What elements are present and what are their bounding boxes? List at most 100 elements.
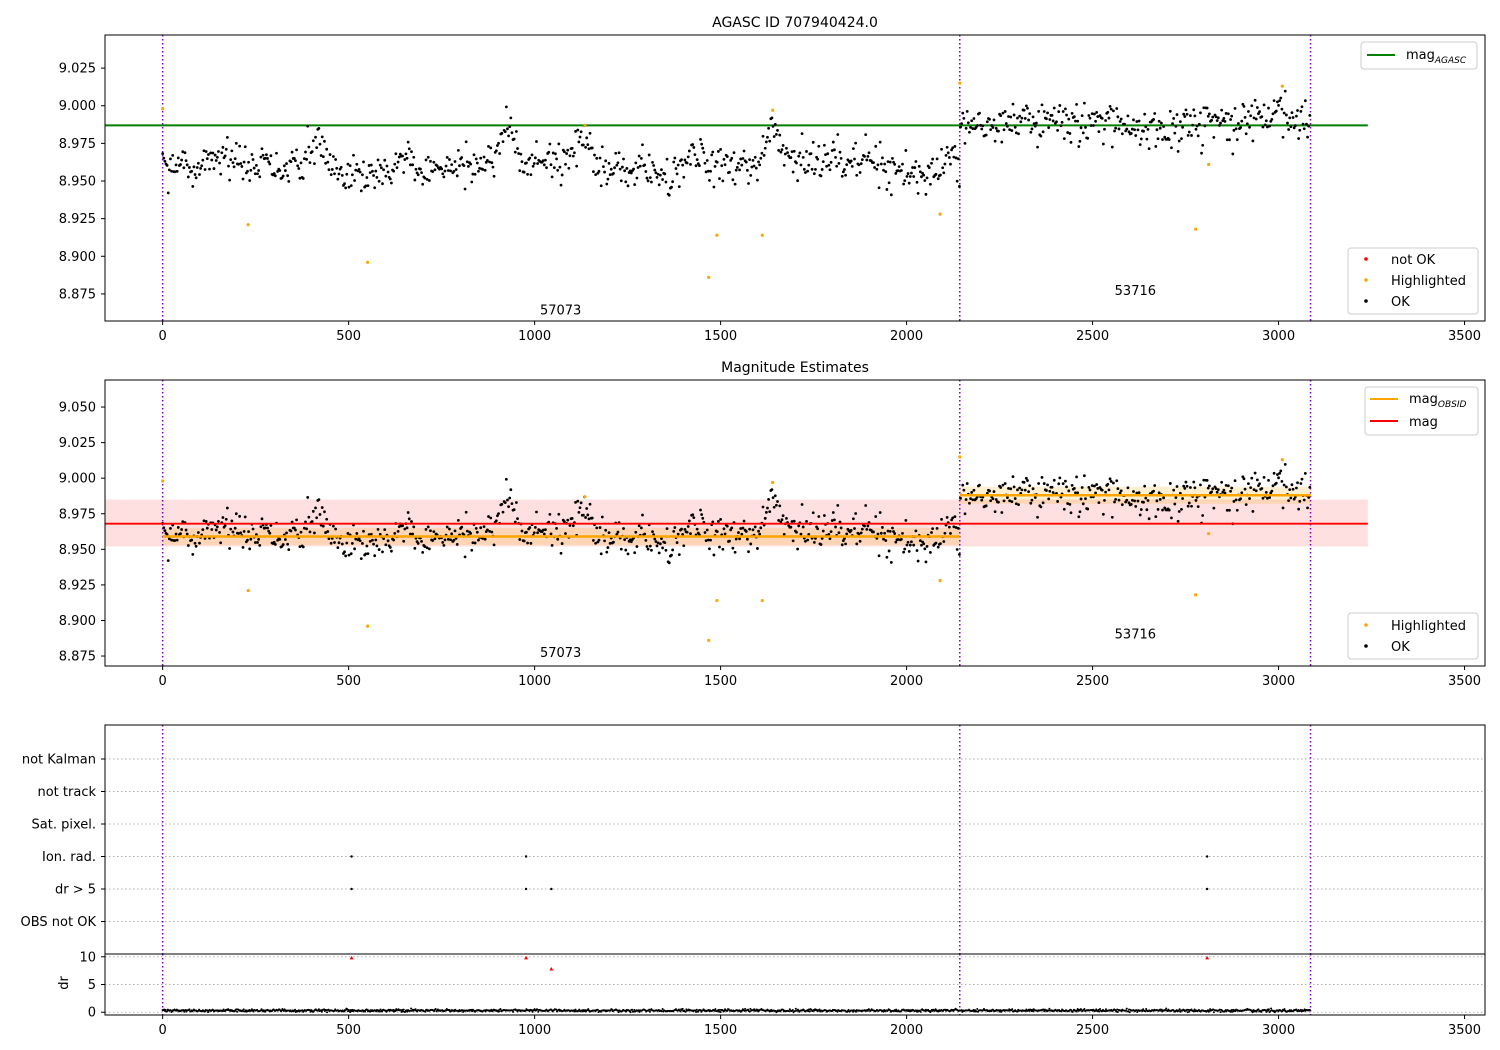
ok-point <box>426 525 430 529</box>
ok-point <box>837 531 841 535</box>
ok-point <box>1045 489 1048 492</box>
ok-point <box>865 528 869 531</box>
ok-point <box>162 526 166 530</box>
ok-point <box>497 512 500 516</box>
ok-point <box>651 160 654 164</box>
ok-point <box>1281 506 1285 510</box>
ok-point <box>218 530 221 534</box>
ok-point <box>454 168 458 171</box>
ok-point <box>594 541 598 545</box>
ok-point <box>1258 110 1261 114</box>
ok-point <box>433 537 437 541</box>
ok-point <box>221 516 225 519</box>
y-tick-label: 8.900 <box>59 250 96 265</box>
ok-point <box>670 553 673 557</box>
ok-point <box>514 130 518 133</box>
ok-point <box>606 546 610 549</box>
ok-point <box>1064 479 1067 483</box>
ok-point <box>1127 130 1131 134</box>
ok-point <box>578 506 582 510</box>
ok-point <box>931 527 935 530</box>
highlighted-point <box>715 598 719 603</box>
ok-point <box>1293 124 1297 128</box>
ok-point <box>1066 502 1070 505</box>
ok-point <box>542 532 546 536</box>
ok-point <box>1142 500 1145 504</box>
ok-point <box>246 538 249 542</box>
ok-point <box>403 158 407 161</box>
ok-point <box>779 150 783 154</box>
dr-point <box>1186 1008 1189 1011</box>
ok-point <box>530 153 534 157</box>
ok-point <box>1048 489 1052 493</box>
highlighted-point <box>1280 458 1284 462</box>
ok-point <box>396 530 400 533</box>
ok-point <box>1136 499 1140 503</box>
ok-point <box>289 529 293 533</box>
ok-point <box>1240 491 1244 495</box>
highlighted-point <box>707 275 711 279</box>
ok-point <box>448 527 451 531</box>
ok-point <box>256 172 259 176</box>
ok-point <box>509 488 513 492</box>
ok-point <box>228 547 232 550</box>
ok-point <box>191 553 195 556</box>
ok-point <box>519 152 523 156</box>
ok-point <box>1195 124 1199 128</box>
ok-point <box>238 514 242 518</box>
ok-point <box>541 159 545 163</box>
ok-point <box>361 173 364 177</box>
ok-point <box>830 149 834 152</box>
ok-point <box>590 146 594 150</box>
ok-point <box>912 175 916 178</box>
ok-point <box>393 531 397 535</box>
ok-point <box>285 162 288 165</box>
ok-point <box>1080 486 1084 489</box>
ok-point <box>229 158 233 162</box>
ok-point <box>1069 140 1073 144</box>
dr-point <box>320 1009 323 1012</box>
ok-point <box>394 152 398 156</box>
ok-point <box>1170 516 1173 520</box>
ok-point <box>1158 126 1162 130</box>
dr-point <box>1128 1011 1131 1014</box>
ok-point <box>377 179 381 183</box>
ok-point <box>930 531 933 534</box>
ok-point <box>656 541 660 545</box>
ok-point <box>1028 112 1032 116</box>
ok-point <box>229 527 233 531</box>
ok-point <box>392 538 396 542</box>
ok-point <box>988 489 991 493</box>
ok-point <box>315 146 319 150</box>
ok-point <box>1027 490 1030 494</box>
ok-point <box>805 150 808 153</box>
ok-point <box>622 527 625 530</box>
ok-point <box>348 164 352 168</box>
ok-point <box>907 549 911 553</box>
ok-point <box>407 147 411 151</box>
ok-point <box>1205 106 1209 110</box>
ok-point <box>889 560 893 564</box>
dr-point <box>533 1008 536 1011</box>
ok-point <box>1212 506 1216 510</box>
y-tick-label: 8.900 <box>59 614 96 629</box>
ok-point <box>324 531 327 534</box>
ok-point <box>1135 120 1139 123</box>
ok-point <box>725 155 729 158</box>
ok-point <box>306 496 310 499</box>
ok-point <box>533 526 537 529</box>
ok-point <box>186 175 190 179</box>
ok-point <box>282 164 286 168</box>
ok-point <box>385 164 389 168</box>
ok-point <box>1220 480 1224 484</box>
ok-point <box>1167 138 1171 141</box>
ok-point <box>390 181 393 185</box>
ok-point <box>1047 126 1051 130</box>
ok-point <box>1057 110 1061 114</box>
ok-point <box>730 526 734 530</box>
ok-point <box>984 504 988 508</box>
ok-point <box>704 539 708 543</box>
ok-point <box>378 532 382 536</box>
ok-point <box>773 122 777 126</box>
ok-point <box>272 172 276 175</box>
